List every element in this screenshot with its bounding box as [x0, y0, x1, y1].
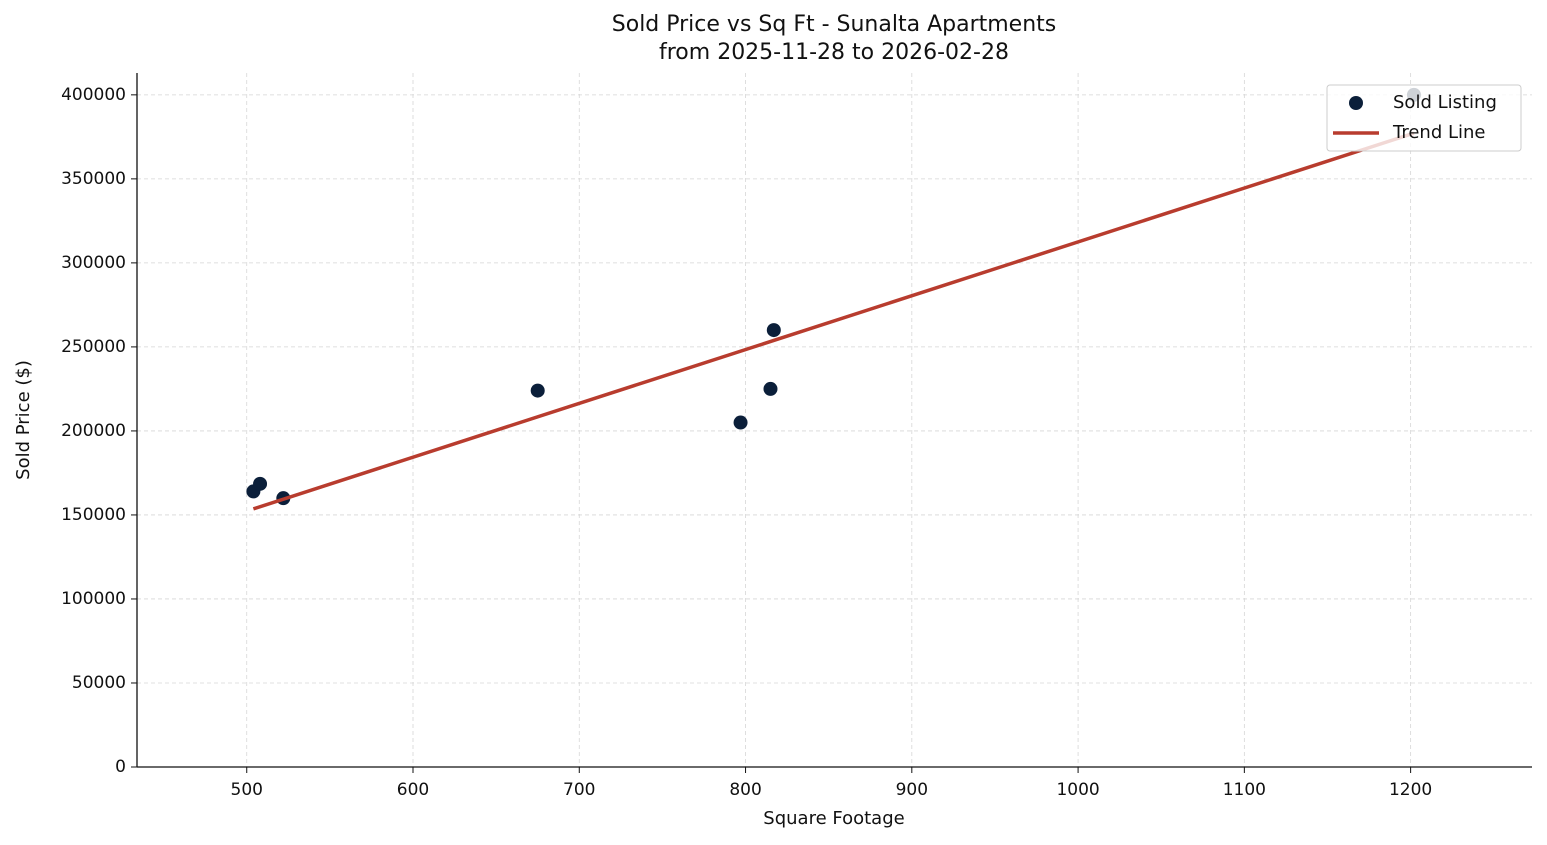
data-point	[733, 415, 748, 430]
y-tick-label: 150000	[61, 505, 126, 525]
x-tick-label: 700	[563, 780, 595, 800]
x-tick-label: 1000	[1056, 780, 1099, 800]
legend-marker	[1349, 96, 1363, 110]
y-tick-label: 50000	[72, 673, 126, 693]
trend-line	[252, 131, 1415, 511]
x-tick-label: 900	[896, 780, 928, 800]
x-axis-label: Square Footage	[763, 808, 904, 829]
x-tick-label: 1100	[1223, 780, 1266, 800]
x-tick-label: 1200	[1389, 780, 1432, 800]
y-tick-label: 200000	[61, 421, 126, 441]
data-point	[763, 381, 778, 396]
x-tick-label: 500	[231, 780, 263, 800]
x-tick-label: 800	[729, 780, 761, 800]
y-tick-label: 350000	[61, 169, 126, 189]
y-axis-label: Sold Price ($)	[13, 360, 34, 480]
y-tick-label: 400000	[61, 85, 126, 105]
chart-title: Sold Price vs Sq Ft - Sunalta Apartments	[612, 12, 1056, 37]
y-tick-label: 300000	[61, 253, 126, 273]
y-tick-label: 250000	[61, 337, 126, 357]
legend-label: Sold Listing	[1393, 92, 1497, 113]
data-point	[253, 476, 268, 491]
data-point	[766, 323, 781, 338]
y-tick-label: 100000	[61, 589, 126, 609]
x-tick-label: 600	[397, 780, 429, 800]
y-tick-label: 0	[115, 757, 126, 777]
legend-label: Trend Line	[1392, 122, 1486, 143]
chart-subtitle: from 2025-11-28 to 2026-02-28	[659, 40, 1009, 65]
data-point	[530, 383, 545, 398]
